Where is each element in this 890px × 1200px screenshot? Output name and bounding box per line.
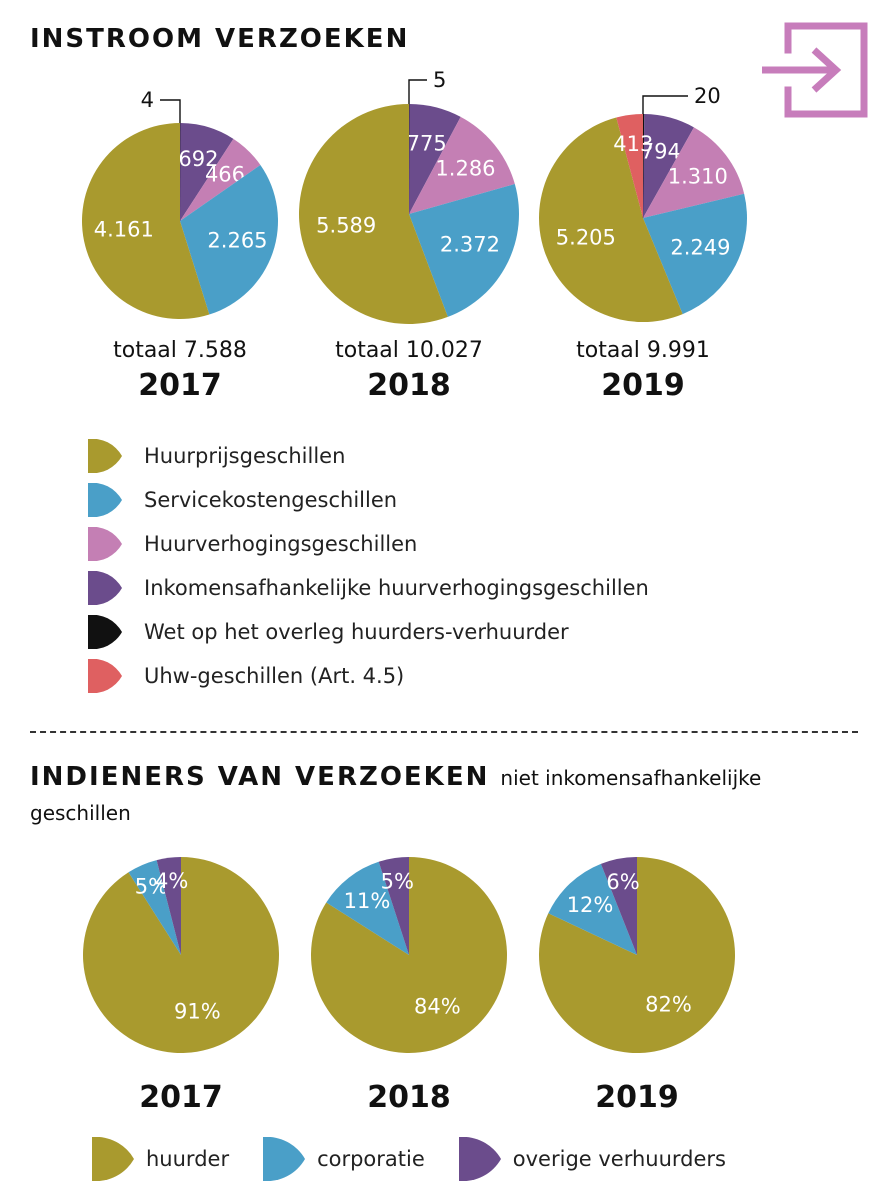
pie-year-label: 2017 bbox=[139, 1080, 223, 1115]
legend-label: Wet op het overleg huurders-verhuurder bbox=[144, 620, 569, 644]
pie-slice-servicekosten bbox=[180, 164, 278, 315]
legend-label: Servicekostengeschillen bbox=[144, 488, 398, 512]
slice-label: 4 bbox=[141, 88, 154, 112]
slice-label: 84% bbox=[414, 995, 461, 1019]
legend-label: huurder bbox=[146, 1147, 230, 1171]
section-divider bbox=[30, 731, 858, 733]
exit-door-icon bbox=[762, 22, 868, 118]
slice-label: 1.286 bbox=[435, 156, 495, 180]
legend-item-huurverhoging: Huurverhogingsgeschillen bbox=[88, 522, 649, 566]
legend-item-huurprijs: Huurprijsgeschillen bbox=[88, 434, 649, 478]
pie-slice-servicekosten bbox=[409, 184, 519, 317]
slice-label: 4% bbox=[155, 869, 188, 893]
pie-slice-huurprijs bbox=[81, 123, 210, 319]
pie-slice-huurprijs bbox=[539, 117, 683, 322]
legend-item-huurder: huurder bbox=[92, 1137, 229, 1181]
slice-label: 1.310 bbox=[668, 165, 728, 189]
legend-wedge-wet-icon bbox=[88, 615, 122, 649]
legend-wedge-uhw-icon bbox=[88, 659, 122, 693]
pie-slice-overige bbox=[378, 856, 409, 955]
applicants-legend: huurder corporatie overige verhuurders bbox=[92, 1137, 760, 1181]
pie-year-label: 2017 bbox=[138, 368, 222, 403]
slice-label: 5.589 bbox=[316, 213, 376, 237]
slice-label: 2.265 bbox=[207, 229, 267, 253]
slice-label: 5.205 bbox=[556, 225, 616, 249]
slice-label: 413 bbox=[613, 132, 653, 156]
inflow-legend: Huurprijsgeschillen Servicekostengeschil… bbox=[88, 434, 649, 698]
slice-label: 11% bbox=[344, 889, 391, 913]
pie-chart-2018-indieners: 84% 11%5% 2018 bbox=[310, 856, 507, 1115]
legend-label: Inkomensafhankelijke huurverhogingsgesch… bbox=[144, 576, 649, 600]
pie-slice-overige bbox=[156, 857, 181, 955]
pie-slice-corporatie bbox=[326, 861, 409, 955]
pie-chart-2017-indieners: 91%5%4%2017 bbox=[82, 857, 279, 1115]
pie-slice-inkomen bbox=[180, 123, 234, 221]
legend-wedge-huurder-icon bbox=[92, 1137, 134, 1181]
legend-label: overige verhuurders bbox=[512, 1147, 727, 1171]
slice-label: 5 bbox=[433, 68, 446, 92]
legend-wedge-huurverhoging-icon bbox=[88, 527, 122, 561]
legend-label: Uhw-geschillen (Art. 4.5) bbox=[144, 664, 405, 688]
pie-year-label: 2019 bbox=[601, 368, 685, 403]
pie-slice-inkomen bbox=[643, 114, 694, 218]
slice-label: 12% bbox=[567, 893, 614, 917]
pie-chart-2019-indieners: 82% 12%6% 2019 bbox=[539, 857, 735, 1115]
slice-label: 20 bbox=[694, 84, 721, 108]
slice-label: 2.372 bbox=[440, 233, 500, 257]
applicants-title-sub: niet inkomensafhankelijke geschillen bbox=[30, 766, 762, 825]
pie-slice-huurverhoging bbox=[409, 116, 515, 214]
slice-label: 775 bbox=[407, 132, 447, 156]
legend-wedge-huurprijs-icon bbox=[88, 439, 122, 473]
slice-label: 692 bbox=[178, 147, 218, 171]
legend-item-inkomen: Inkomensafhankelijke huurverhogingsgesch… bbox=[88, 566, 649, 610]
slice-label: 91% bbox=[174, 999, 221, 1023]
pie-total-label: totaal 9.991 bbox=[576, 338, 710, 363]
legend-item-uhw: Uhw-geschillen (Art. 4.5) bbox=[88, 654, 649, 698]
pie-slice-corporatie bbox=[548, 863, 637, 955]
legend-label: corporatie bbox=[317, 1147, 425, 1171]
legend-item-servicekosten: Servicekostengeschillen bbox=[88, 478, 649, 522]
inflow-section-title: INSTROOM VERZOEKEN bbox=[30, 24, 410, 54]
pie-total-label: totaal 7.588 bbox=[113, 338, 247, 363]
pie-slice-servicekosten bbox=[643, 193, 748, 315]
pie-slice-uhw bbox=[616, 114, 643, 218]
slice-label: 82% bbox=[645, 993, 692, 1017]
pie-slice-huurprijs bbox=[298, 104, 448, 324]
pie-year-label: 2019 bbox=[595, 1080, 679, 1115]
pie-year-label: 2018 bbox=[367, 1080, 451, 1115]
legend-item-overige: overige verhuurders bbox=[458, 1137, 727, 1181]
slice-label: 2.249 bbox=[670, 235, 730, 259]
pie-slice-corporatie bbox=[128, 860, 181, 955]
slice-label: 794 bbox=[641, 140, 681, 164]
pie-slice-huurder bbox=[310, 857, 507, 1053]
pie-slice-huurverhoging bbox=[643, 127, 745, 218]
applicants-section-title: INDIENERS VAN VERZOEKEN niet inkomensafh… bbox=[30, 760, 850, 830]
pie-slice-overige bbox=[600, 857, 637, 955]
slice-label: 6% bbox=[606, 870, 639, 894]
legend-item-wet: Wet op het overleg huurders-verhuurder bbox=[88, 610, 649, 654]
legend-label: Huurverhogingsgeschillen bbox=[144, 532, 418, 556]
slice-label: 5% bbox=[381, 869, 414, 893]
legend-label: Huurprijsgeschillen bbox=[144, 444, 346, 468]
pie-year-label: 2018 bbox=[367, 368, 451, 403]
pie-slice-huurder bbox=[82, 857, 279, 1053]
legend-wedge-corporatie-icon bbox=[263, 1137, 306, 1181]
legend-wedge-overige-icon bbox=[458, 1137, 501, 1181]
legend-wedge-servicekosten-icon bbox=[88, 483, 122, 517]
applicants-title-main: INDIENERS VAN VERZOEKEN bbox=[30, 762, 490, 792]
slice-label: 4.161 bbox=[94, 218, 154, 242]
legend-wedge-inkomen-icon bbox=[88, 571, 122, 605]
legend-item-corporatie: corporatie bbox=[263, 1137, 425, 1181]
pie-total-label: totaal 10.027 bbox=[335, 338, 483, 363]
pie-slice-inkomen bbox=[409, 104, 461, 214]
pie-slice-huurverhoging bbox=[180, 138, 261, 221]
